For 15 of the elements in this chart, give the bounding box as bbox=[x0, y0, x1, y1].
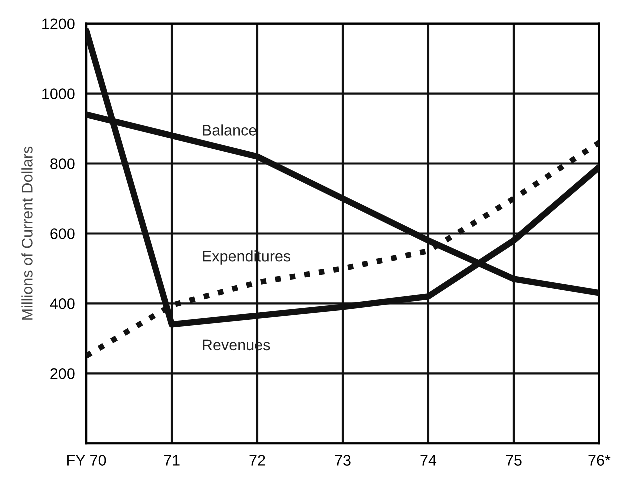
y-tick-label: 1200 bbox=[42, 18, 75, 30]
x-tick-label: 73 bbox=[335, 455, 351, 466]
x-tick-label: 76* bbox=[588, 455, 611, 466]
y-tick-label: 1000 bbox=[42, 88, 75, 100]
series-label: Balance bbox=[203, 124, 256, 136]
y-axis-title: Millions of Current Dollars bbox=[22, 146, 33, 320]
x-tick-label: 71 bbox=[164, 455, 180, 466]
y-tick-label: 400 bbox=[50, 298, 75, 310]
x-tick-label: FY 70 bbox=[68, 455, 106, 466]
x-tick-label: 72 bbox=[250, 455, 266, 466]
x-tick-label: 74 bbox=[420, 455, 437, 466]
x-tick-label: 75 bbox=[506, 455, 522, 466]
y-tick-label: 800 bbox=[50, 158, 75, 170]
y-tick-label: 200 bbox=[50, 368, 75, 380]
y-tick-label: 600 bbox=[50, 228, 75, 240]
